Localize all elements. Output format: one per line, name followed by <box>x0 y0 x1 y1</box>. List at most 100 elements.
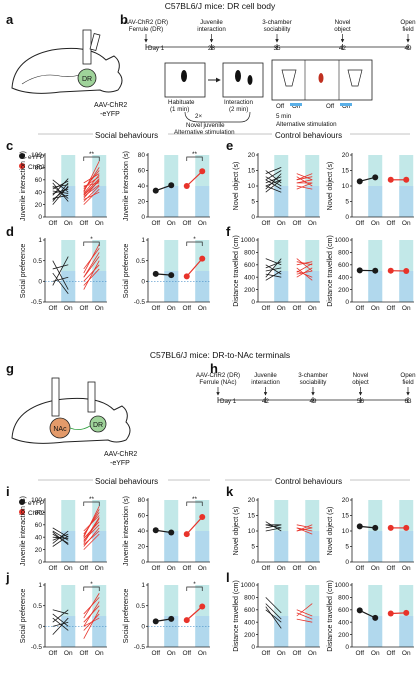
on-column-shade <box>399 531 414 562</box>
timeline-day: 42 <box>339 45 346 52</box>
significance-stars: * <box>90 236 93 243</box>
y-tick-label: 15 <box>248 168 256 175</box>
y-tick-label: 80 <box>138 497 146 504</box>
interaction-line-1: Interaction <box>224 99 253 106</box>
data-line-eyfp <box>265 521 282 532</box>
y-tick-label: 20 <box>138 544 146 551</box>
y-axis-label: Distance travelled (cm) <box>327 235 334 307</box>
y-tick-label: 20 <box>138 199 146 206</box>
data-line-chr2 <box>186 606 203 621</box>
x-tick-off: Off <box>355 220 364 227</box>
cup-icon <box>281 69 297 87</box>
habituate-line-2: (1 min) <box>170 106 189 113</box>
data-line-chr2 <box>296 176 313 187</box>
y-tick-label: 1000 <box>335 237 350 244</box>
x-tick-on: On <box>277 565 286 572</box>
y-tick-label: 100 <box>31 152 42 159</box>
data-line-chr2 <box>296 524 313 529</box>
y-tick-label: 80 <box>35 510 43 517</box>
y-tick-label: 5 <box>345 544 349 551</box>
significance-stars: * <box>193 581 196 588</box>
chart-e-left: 0 5 10 15 20 Novel object (s) Off On Off On <box>233 152 320 227</box>
on-column-shade <box>195 186 210 217</box>
legend-chr2: ChR2 <box>28 510 45 517</box>
x-tick-off: Off <box>261 650 270 657</box>
y-tick-label: 60 <box>35 177 43 184</box>
y-tick-label: 1000 <box>241 582 256 589</box>
panel-label-d: d <box>6 224 14 239</box>
timeline-label: sociability <box>264 26 292 33</box>
data-line-chr2 <box>83 188 100 205</box>
y-tick-label: 10 <box>248 528 256 535</box>
y-tick-label: 20 <box>248 152 256 159</box>
y-tick-label: 400 <box>338 619 349 626</box>
y-tick-label: 80 <box>138 152 146 159</box>
x-tick-on: On <box>95 220 104 227</box>
data-line-eyfp <box>52 272 69 294</box>
x-tick-on: On <box>308 650 317 657</box>
mean-point-on <box>199 514 206 521</box>
timeline-day: 42 <box>262 398 269 405</box>
on-column-shade <box>274 531 289 562</box>
data-line-chr2 <box>83 174 100 194</box>
y-tick-label: 1 <box>141 237 145 244</box>
data-line-eyfp <box>52 617 69 635</box>
on-column-shade <box>274 271 289 302</box>
timeline-label: object <box>352 379 369 386</box>
y-tick-label: 10 <box>342 183 350 190</box>
y-tick-label: 1 <box>38 237 42 244</box>
y-tick-label: 100 <box>31 497 42 504</box>
timeline-day: Day 1 <box>148 45 165 52</box>
data-line-chr2 <box>186 516 203 535</box>
y-tick-label: 10 <box>342 528 350 535</box>
y-tick-label: 0 <box>38 279 42 286</box>
data-line-chr2 <box>83 605 100 623</box>
y-tick-label: 0 <box>251 559 255 566</box>
vector-line-1: AAV-ChR2 <box>94 102 127 109</box>
on-column-shade <box>164 271 179 302</box>
timeline-label: Ferrule (DR) <box>129 26 163 33</box>
timeline-day: 35 <box>274 45 281 52</box>
y-axis-label: Social preference <box>123 244 130 299</box>
timeline-day: 28 <box>208 45 215 52</box>
panel-label-b: b <box>120 12 128 27</box>
y-axis-label: Distance travelled (cm) <box>233 580 240 652</box>
dr-label: DR <box>82 76 92 83</box>
data-line-chr2 <box>83 527 100 547</box>
on-column-shade <box>399 616 414 647</box>
data-line-chr2 <box>83 518 100 544</box>
y-tick-label: 0 <box>345 214 349 221</box>
mean-point-off <box>183 617 190 624</box>
y-tick-label: 60 <box>35 522 43 529</box>
y-axis-label: Social preference <box>20 244 27 299</box>
x-tick-off: Off <box>182 220 191 227</box>
y-tick-label: 20 <box>342 497 350 504</box>
legend-bottom: eYFP ChR2 <box>19 499 45 517</box>
x-tick-off: Off <box>292 565 301 572</box>
data-line-eyfp <box>52 264 69 270</box>
legend-efyp: eYFP <box>28 500 44 507</box>
x-tick-on: On <box>95 565 104 572</box>
timeline-label: Open <box>400 19 416 26</box>
data-line-eyfp <box>265 258 282 278</box>
data-line-eyfp <box>265 173 282 190</box>
timeline-label: object <box>334 26 351 33</box>
y-tick-label: 5 <box>251 544 255 551</box>
data-line-chr2 <box>296 267 313 281</box>
significance-bracket <box>186 501 203 506</box>
y-axis-label: Juvenile interaction (s) <box>123 496 130 566</box>
y-tick-label: 1 <box>141 582 145 589</box>
data-line-chr2 <box>296 524 313 532</box>
interaction-label: Interaction (2 min) <box>224 99 253 113</box>
timeline-label: interaction <box>251 379 280 386</box>
mean-point-on <box>403 176 410 183</box>
dr-region <box>89 415 107 433</box>
significance-bracket <box>83 241 100 246</box>
social-header-bottom: Social behaviours <box>95 477 158 486</box>
significance-stars: ** <box>89 151 95 158</box>
mean-point-on <box>168 272 175 279</box>
x-tick-off: Off <box>292 305 301 312</box>
data-line-chr2 <box>83 176 100 188</box>
y-tick-label: 20 <box>248 497 256 504</box>
